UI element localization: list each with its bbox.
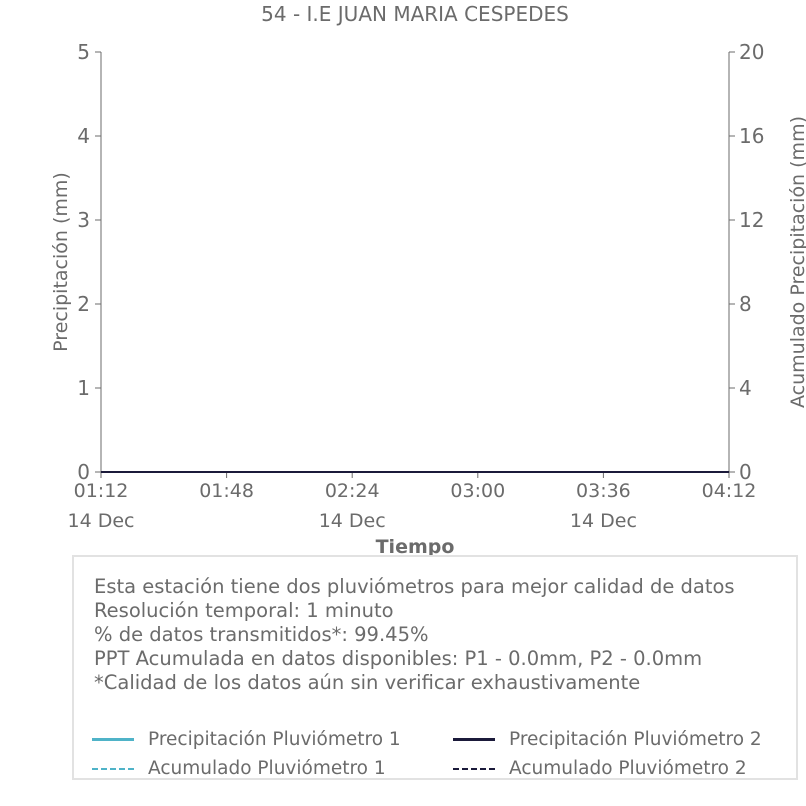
legend-label: Precipitación Pluviómetro 2 bbox=[509, 729, 762, 750]
legend-item-acum-1: Acumulado Pluviómetro 1 bbox=[92, 758, 386, 779]
y-tick-label: 5 bbox=[77, 40, 90, 64]
x-axis-label: Tiempo bbox=[376, 536, 455, 558]
legend-label: Precipitación Pluviómetro 1 bbox=[148, 729, 401, 750]
y2-tick-label: 4 bbox=[739, 376, 752, 400]
info-line: % de datos transmitidos*: 99.45% bbox=[94, 623, 429, 646]
y2-tick-label: 0 bbox=[739, 460, 752, 484]
chart-title: 54 - I.E JUAN MARIA CESPEDES bbox=[261, 2, 569, 26]
y2-axis-label: Acumulado Precipitación (mm) bbox=[787, 116, 806, 408]
y-tick-label: 1 bbox=[77, 376, 90, 400]
legend-item-precip-2: Precipitación Pluviómetro 2 bbox=[453, 729, 762, 750]
legend-swatch bbox=[92, 738, 134, 741]
info-line: Resolución temporal: 1 minuto bbox=[94, 599, 394, 622]
x-tick-label: 03:36 bbox=[576, 480, 631, 502]
legend-swatch bbox=[453, 738, 495, 741]
x-tick-date-label: 14 Dec bbox=[68, 510, 135, 532]
y2-tick-label: 12 bbox=[739, 208, 764, 232]
x-tick-label: 04:12 bbox=[702, 480, 757, 502]
legend-label: Acumulado Pluviómetro 1 bbox=[148, 758, 386, 779]
legend-label: Acumulado Pluviómetro 2 bbox=[509, 758, 747, 779]
x-tick-label: 03:00 bbox=[450, 480, 505, 502]
legend-panel: Esta estación tiene dos pluviómetros par… bbox=[72, 555, 798, 780]
x-tick-label: 01:48 bbox=[199, 480, 254, 502]
legend-item-acum-2: Acumulado Pluviómetro 2 bbox=[453, 758, 747, 779]
legend-swatch bbox=[453, 767, 495, 770]
x-tick-label: 02:24 bbox=[325, 480, 380, 502]
info-line: *Calidad de los datos aún sin verificar … bbox=[94, 671, 641, 694]
x-tick-date-label: 14 Dec bbox=[319, 510, 386, 532]
x-tick-label: 01:12 bbox=[74, 480, 129, 502]
x-tick-date-label: 14 Dec bbox=[570, 510, 637, 532]
y2-tick-label: 16 bbox=[739, 124, 764, 148]
y-tick-label: 2 bbox=[77, 292, 90, 316]
info-line: PPT Acumulada en datos disponibles: P1 -… bbox=[94, 647, 703, 670]
y-axis-label: Precipitación (mm) bbox=[50, 172, 72, 352]
y-tick-label: 0 bbox=[77, 460, 90, 484]
y-tick-label: 4 bbox=[77, 124, 90, 148]
y2-tick-label: 8 bbox=[739, 292, 752, 316]
y2-tick-label: 20 bbox=[739, 40, 764, 64]
y-tick-label: 3 bbox=[77, 208, 90, 232]
station-info: Esta estación tiene dos pluviómetros par… bbox=[94, 575, 735, 695]
legend-item-precip-1: Precipitación Pluviómetro 1 bbox=[92, 729, 401, 750]
info-line: Esta estación tiene dos pluviómetros par… bbox=[94, 575, 735, 598]
legend-swatch bbox=[92, 767, 134, 770]
